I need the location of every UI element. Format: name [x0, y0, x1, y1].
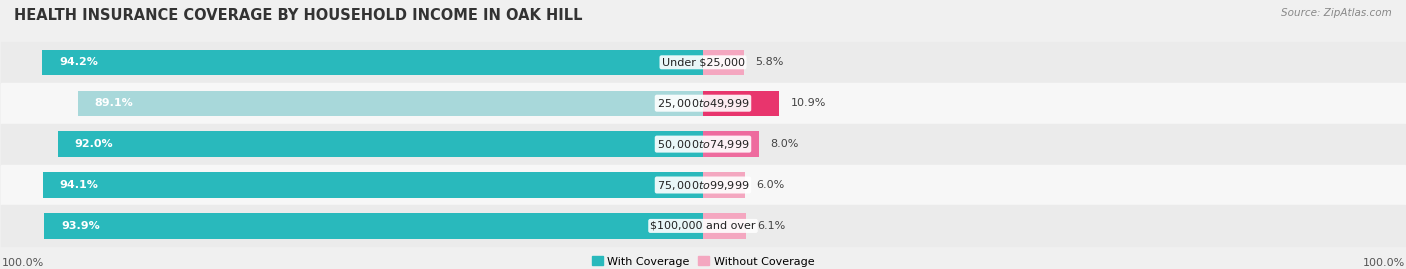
Bar — [42, 172, 703, 198]
Bar — [1, 206, 1405, 246]
Text: $75,000 to $99,999: $75,000 to $99,999 — [657, 179, 749, 192]
Bar — [58, 132, 703, 157]
Text: 89.1%: 89.1% — [94, 98, 134, 108]
Bar — [703, 132, 759, 157]
Text: 8.0%: 8.0% — [770, 139, 799, 149]
Bar — [44, 213, 703, 239]
Text: $100,000 and over: $100,000 and over — [650, 221, 756, 231]
Text: 94.2%: 94.2% — [59, 57, 98, 67]
Bar — [703, 91, 779, 116]
Bar — [703, 172, 745, 198]
Bar — [1, 124, 1405, 165]
Text: 93.9%: 93.9% — [60, 221, 100, 231]
Bar — [703, 49, 744, 75]
Text: HEALTH INSURANCE COVERAGE BY HOUSEHOLD INCOME IN OAK HILL: HEALTH INSURANCE COVERAGE BY HOUSEHOLD I… — [14, 8, 582, 23]
Text: Under $25,000: Under $25,000 — [661, 57, 745, 67]
Bar — [77, 91, 703, 116]
Bar — [1, 42, 1405, 83]
Text: Source: ZipAtlas.com: Source: ZipAtlas.com — [1281, 8, 1392, 18]
Text: 6.0%: 6.0% — [756, 180, 785, 190]
Text: 100.0%: 100.0% — [1362, 258, 1405, 268]
Text: 10.9%: 10.9% — [790, 98, 827, 108]
Text: $25,000 to $49,999: $25,000 to $49,999 — [657, 97, 749, 110]
Text: $50,000 to $74,999: $50,000 to $74,999 — [657, 138, 749, 151]
Text: 5.8%: 5.8% — [755, 57, 783, 67]
Text: 94.1%: 94.1% — [59, 180, 98, 190]
Text: 6.1%: 6.1% — [756, 221, 786, 231]
Bar — [1, 165, 1405, 206]
Text: 92.0%: 92.0% — [75, 139, 112, 149]
Legend: With Coverage, Without Coverage: With Coverage, Without Coverage — [592, 256, 814, 267]
Bar — [1, 83, 1405, 124]
Bar — [42, 49, 703, 75]
Bar — [703, 213, 745, 239]
Text: 100.0%: 100.0% — [1, 258, 44, 268]
